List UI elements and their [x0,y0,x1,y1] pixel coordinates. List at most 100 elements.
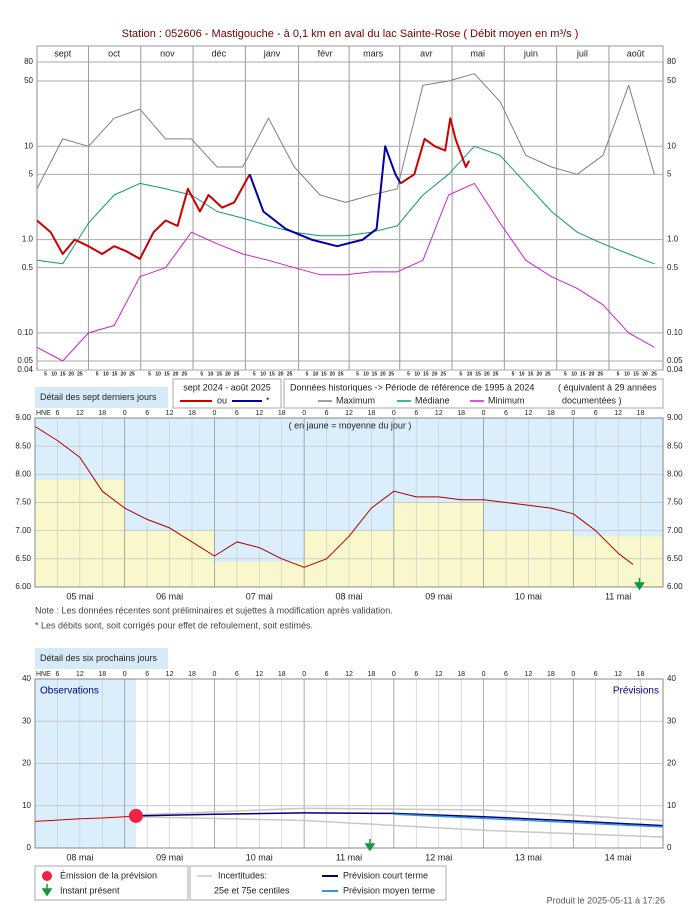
hour-label: 6 [504,671,508,678]
y-tick-label: 6.50 [15,554,31,563]
day-tick-label: 15 [321,371,327,377]
hour-label: 6 [325,671,329,678]
day-tick-label: 20 [380,371,386,377]
day-tick-label: 10 [103,371,109,377]
time-zone: HNE [36,410,51,417]
emission-point [128,808,143,823]
legend-label: Instant présent [60,885,120,895]
hour-label: 6 [235,410,239,417]
hour-label: 18 [457,671,465,678]
forecast-label: Prévisions [613,686,659,697]
day-tick-label: 25 [129,371,135,377]
hour-label: 12 [345,671,353,678]
y-tick-label: 7.50 [15,498,31,507]
month-label: nov [160,48,175,58]
day-tick-label: 10 [519,371,525,377]
day-tick-label: 15 [60,371,66,377]
hour-label: 18 [368,671,376,678]
y-tick-label-right: 40 [667,674,676,683]
day-tick-label: 15 [164,371,170,377]
day-tick-label: 5 [512,371,515,377]
present-marker [634,578,645,591]
hour-label: 12 [166,410,174,417]
present-marker [364,839,376,852]
day-tick-label: 5 [564,371,567,377]
y-tick-label-right: 0.04 [667,365,683,374]
forecast-line [135,812,664,827]
y-tick-label-right: 10 [667,141,676,150]
day-tick-label: 5 [44,371,47,377]
hour-label: 6 [145,671,149,678]
day-tick-label: 10 [51,371,57,377]
legend-documented: documentées ) [562,395,622,405]
hour-label: 6 [55,671,59,678]
month-label: sept [54,48,72,58]
hour-label: 6 [55,410,59,417]
day-tick-label: 20 [225,371,231,377]
x-tick-label: 10 mai [246,852,273,862]
y-tick-label: 0.05 [17,356,33,365]
forecast-line [135,815,664,838]
day-tick-label: 25 [441,371,447,377]
hour-label: 0 [212,671,216,678]
day-tick-label: 25 [493,371,499,377]
legend-or: ou [217,395,227,405]
y-tick-label-right: 30 [667,716,676,725]
month-label: févr [318,48,333,58]
x-tick-label: 08 mai [335,591,362,601]
day-tick-label: 15 [372,371,378,377]
hour-label: 18 [188,410,196,417]
x-tick-label: 10 mai [515,591,542,601]
day-tick-label: 20 [69,371,75,377]
y-tick-label: 20 [22,759,31,768]
hour-label: 0 [392,410,396,417]
x-tick-label: 06 mai [156,591,183,601]
hour-label: 18 [188,671,196,678]
day-tick-label: 10 [467,371,473,377]
x-tick-label: 12 mai [425,852,452,862]
forecast-line [135,807,664,822]
y-tick-label-right: 0.10 [667,328,683,337]
day-tick-label: 10 [155,371,161,377]
hour-label: 12 [525,671,533,678]
legend-box [172,378,282,409]
y-tick-label: 8.50 [15,441,31,450]
day-tick-label: 5 [459,371,462,377]
forecast-line [393,813,664,828]
month-label: mai [471,48,486,58]
y-tick-label-right: 8.50 [667,441,683,450]
day-tick-label: 20 [432,371,438,377]
y-tick-label: 6.00 [15,582,31,591]
month-label: août [627,48,645,58]
plot-frame [34,678,664,849]
tab [35,648,168,669]
y-tick-label-right: 7.50 [667,498,683,507]
time-zone: HNE [36,671,51,678]
plot-area [36,61,664,371]
day-tick-label: 25 [287,371,293,377]
day-tick-label: 25 [545,371,551,377]
x-tick-label: 11 mai [336,852,362,862]
day-tick-label: 20 [329,371,335,377]
hour-label: 12 [255,671,263,678]
hour-label: 0 [302,671,306,678]
hour-label: 0 [482,410,486,417]
hour-label: 6 [594,671,598,678]
hour-label: 6 [145,410,149,417]
legend-label: Prévision moyen terme [343,885,435,895]
day-tick-label: 15 [528,371,534,377]
hour-label: 12 [255,410,263,417]
day-tick-label: 5 [617,371,620,377]
day-tick-label: 25 [651,371,657,377]
forecast-line [34,815,136,822]
y-tick-label: 8.00 [15,469,31,478]
hour-label: 6 [414,410,418,417]
y-tick-label-right: 50 [667,76,676,85]
x-tick-label: 08 mai [66,852,93,862]
day-tick-label: 20 [121,371,127,377]
y-tick-label: 0.5 [22,263,34,272]
hour-label: 12 [76,671,84,678]
day-tick-label: 20 [484,371,490,377]
y-tick-label-right: 10 [667,801,676,810]
hour-label: 12 [166,671,174,678]
